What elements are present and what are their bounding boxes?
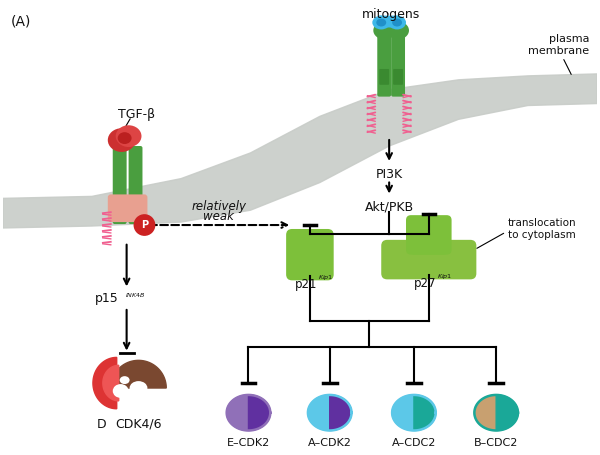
FancyBboxPatch shape [377,33,391,96]
FancyBboxPatch shape [381,240,476,279]
Circle shape [134,214,155,236]
Polygon shape [392,395,414,430]
Ellipse shape [130,381,148,395]
Text: TGF-β: TGF-β [118,108,155,121]
Text: weak: weak [203,210,234,223]
Text: p21: p21 [295,278,317,291]
Text: relatively: relatively [191,200,246,213]
Text: (A): (A) [11,15,31,29]
FancyBboxPatch shape [406,215,452,255]
Polygon shape [308,395,330,430]
Text: P: P [141,220,148,230]
Text: D: D [97,418,107,430]
Ellipse shape [373,15,390,30]
Text: $^{INK4B}$: $^{INK4B}$ [125,292,145,301]
Polygon shape [111,360,166,388]
Text: PI3K: PI3K [376,168,403,181]
Text: translocation
to cytoplasm: translocation to cytoplasm [508,218,577,240]
Ellipse shape [119,376,130,384]
Polygon shape [3,74,597,228]
FancyBboxPatch shape [393,69,403,85]
FancyBboxPatch shape [391,33,405,96]
Polygon shape [248,395,270,430]
Polygon shape [93,357,117,409]
Text: CDK4/6: CDK4/6 [115,418,162,430]
FancyBboxPatch shape [286,229,334,280]
Polygon shape [475,395,496,430]
Ellipse shape [108,128,136,152]
Text: $^{Kip1}$: $^{Kip1}$ [437,273,452,283]
FancyBboxPatch shape [379,69,389,85]
Ellipse shape [373,21,395,39]
Ellipse shape [113,384,128,398]
Polygon shape [496,395,518,430]
Text: $^{Kip1}$: $^{Kip1}$ [318,274,334,283]
Polygon shape [414,395,436,430]
Text: A–CDC2: A–CDC2 [392,439,436,448]
FancyBboxPatch shape [412,241,446,255]
FancyBboxPatch shape [128,146,142,224]
Ellipse shape [392,19,402,26]
Ellipse shape [116,125,142,147]
Text: Akt/PKB: Akt/PKB [365,200,414,213]
Text: p27: p27 [413,278,436,290]
FancyBboxPatch shape [113,146,127,224]
Text: B–CDC2: B–CDC2 [474,439,518,448]
Polygon shape [227,395,248,430]
Ellipse shape [376,19,386,26]
Text: E–CDK2: E–CDK2 [227,439,270,448]
Text: p15: p15 [95,292,119,305]
FancyBboxPatch shape [108,194,148,222]
Polygon shape [330,395,352,430]
Ellipse shape [118,132,131,144]
Polygon shape [103,365,119,401]
Text: mitogens: mitogens [362,8,420,21]
Ellipse shape [388,15,406,30]
Text: plasma
membrane: plasma membrane [528,35,589,56]
Ellipse shape [387,21,409,39]
FancyBboxPatch shape [378,15,400,27]
Text: A–CDK2: A–CDK2 [308,439,352,448]
